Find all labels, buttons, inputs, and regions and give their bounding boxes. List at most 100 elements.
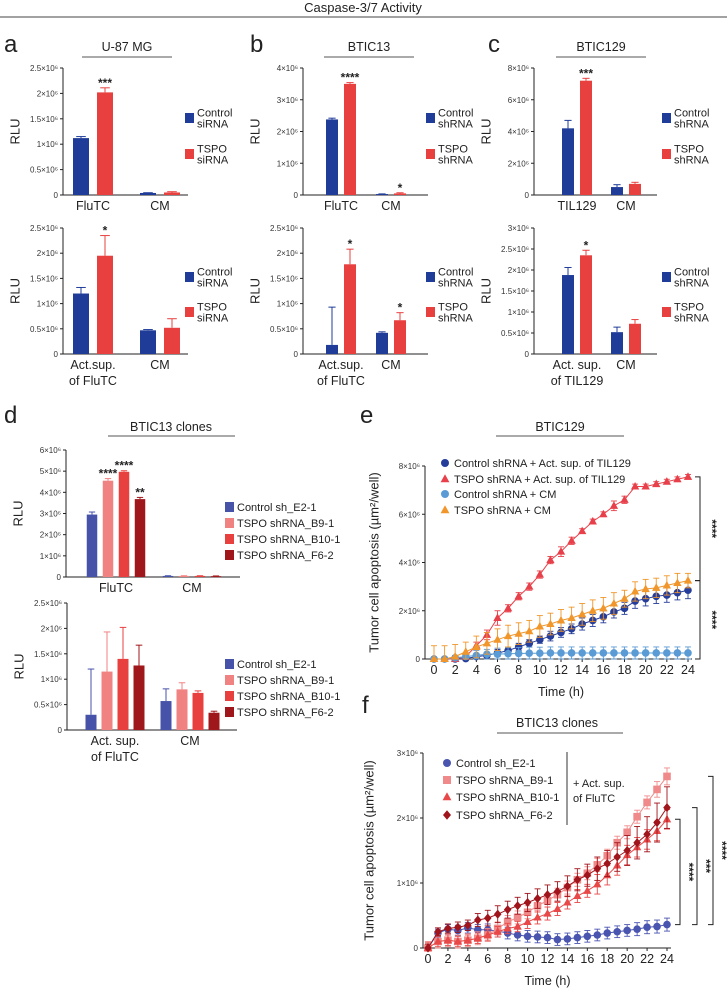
panel-header: U-87 MG <box>102 40 153 54</box>
significance-label: * <box>103 224 108 238</box>
data-point <box>443 935 453 944</box>
legend-marker <box>440 474 450 483</box>
chart-panel-a-0: a U-87 MG 0 0.5×10⁶ 1×10⁶ 1.5×10⁶ 2×10⁶ 2.5×10⁶… <box>4 31 232 213</box>
data-point <box>453 936 463 945</box>
y-tick-label: 3×10⁶ <box>508 224 529 233</box>
data-point <box>673 474 682 483</box>
series-3 <box>424 786 671 953</box>
data-point <box>514 643 523 651</box>
data-point <box>683 472 693 480</box>
data-point <box>454 922 462 932</box>
data-point <box>546 619 555 628</box>
data-point <box>525 639 534 648</box>
y-tick-label: 3×10⁶ <box>40 510 61 519</box>
bar <box>194 575 206 577</box>
x-tick-label: 4 <box>473 663 480 677</box>
significance-label: ** <box>135 485 145 499</box>
legend-swatch <box>225 707 234 717</box>
data-point <box>623 828 631 837</box>
y-tick-label: 0.5×10⁶ <box>270 325 298 334</box>
legend-swatch <box>426 113 435 123</box>
chart-panel-e-8: e BTIC129 0 2×10⁶ 4×10⁶ 6×10⁶ 8×10⁶ Tumor cell … <box>360 402 719 699</box>
data-point <box>633 838 641 848</box>
bar <box>344 83 356 195</box>
category-label: CM <box>381 358 400 372</box>
x-tick-label: 2 <box>444 952 451 966</box>
data-point <box>620 604 629 613</box>
x-tick-label: 6 <box>484 952 491 966</box>
x-tick-label: 2 <box>452 663 459 677</box>
y-axis-label: RLU <box>478 278 493 304</box>
category-label: TIL129 <box>558 199 597 213</box>
x-tick-label: 0 <box>425 952 432 966</box>
data-point <box>593 864 602 874</box>
data-point <box>553 904 562 913</box>
y-tick-label: 2.5×10⁶ <box>30 64 58 73</box>
legend-label: TSPO shRNA_F6-2 <box>237 550 334 562</box>
bar <box>394 320 406 354</box>
legend-label: Control sh_E2-1 <box>237 502 317 514</box>
data-point <box>553 935 562 944</box>
data-point <box>599 603 608 612</box>
y-tick-label: 2.5×10⁶ <box>501 245 529 254</box>
y-tick-label: 5×10⁶ <box>40 467 61 476</box>
significance-bracket <box>692 807 698 926</box>
bar <box>134 499 146 577</box>
series-3 <box>429 572 693 663</box>
data-point <box>543 933 552 942</box>
bar <box>344 264 356 354</box>
legend-label: TSPO shRNA_B10-1 <box>237 691 340 703</box>
legend-swatch <box>225 659 234 669</box>
data-point <box>514 649 523 658</box>
y-tick-label: 0 <box>54 350 59 359</box>
data-point <box>503 631 513 640</box>
legend-label: TSPO shRNA_B9-1 <box>237 675 334 687</box>
y-tick-label: 6×10⁶ <box>40 446 61 455</box>
y-tick-label: 1×10⁶ <box>41 675 62 684</box>
legend-label: siRNA <box>197 155 229 167</box>
category-label: CM <box>150 358 169 372</box>
legend-label: TSPO shRNA_B10-1 <box>237 534 340 546</box>
data-point <box>684 649 692 657</box>
data-point <box>472 642 481 650</box>
y-tick-label: 4×10⁶ <box>40 488 61 497</box>
data-point <box>593 879 602 888</box>
y-tick-label: 6×10⁶ <box>399 510 420 519</box>
y-tick-label: 1×10⁶ <box>277 159 298 168</box>
data-point <box>493 927 502 935</box>
data-point <box>588 516 597 525</box>
significance-bracket <box>675 818 681 926</box>
legend-swatch <box>662 272 671 282</box>
bar <box>164 192 180 195</box>
bar <box>133 665 145 730</box>
data-point <box>643 798 651 807</box>
y-tick-label: 3×10⁶ <box>277 96 298 105</box>
legend-label: siRNA <box>197 313 229 325</box>
bar <box>73 138 89 195</box>
data-point <box>553 886 562 897</box>
y-tick-label: 8×10⁶ <box>399 462 420 471</box>
data-point <box>461 647 470 655</box>
data-point <box>563 881 572 891</box>
bar <box>162 575 174 577</box>
category-label: of FluTC <box>91 750 139 764</box>
legend-swatch <box>185 272 194 282</box>
y-tick-label: 2×10⁶ <box>40 531 61 540</box>
y-tick-label: 1.5×10⁶ <box>501 287 529 296</box>
x-tick-label: 22 <box>640 952 654 966</box>
legend-marker <box>443 759 451 767</box>
significance-label: **** <box>115 459 134 473</box>
data-point <box>567 613 576 622</box>
y-tick-label: 2×10⁶ <box>37 249 58 258</box>
x-tick-label: 18 <box>618 663 632 677</box>
x-tick-label: 8 <box>515 663 522 677</box>
significance-label: **** <box>99 467 118 481</box>
legend-swatch <box>185 149 194 159</box>
bar <box>611 187 623 195</box>
x-tick-label: 14 <box>560 952 574 966</box>
bar <box>178 575 190 577</box>
legend-swatch <box>185 113 194 123</box>
y-tick-label: 2.5×10⁶ <box>270 224 298 233</box>
category-label: of FluTC <box>69 374 117 388</box>
data-point <box>609 501 619 509</box>
